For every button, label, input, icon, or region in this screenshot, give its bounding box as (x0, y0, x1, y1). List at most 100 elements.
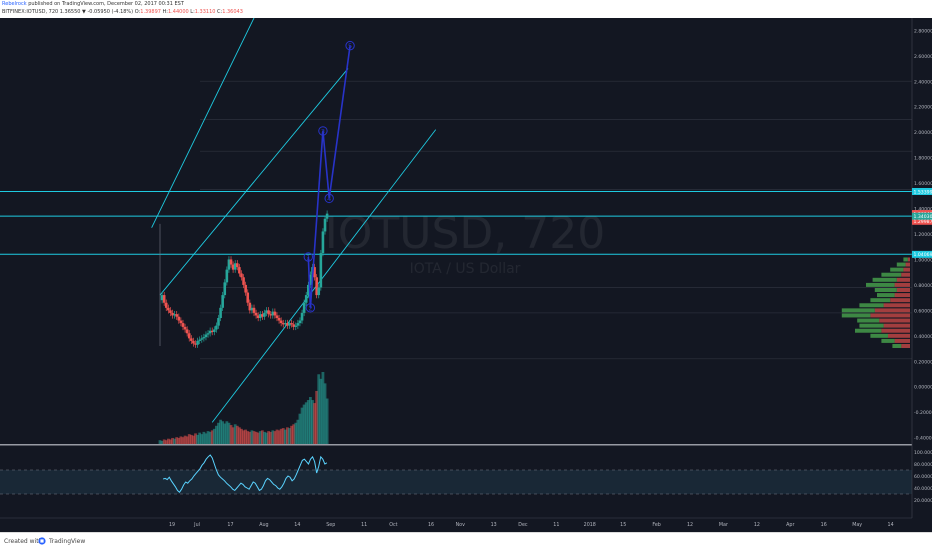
price-tick-label: 2.00000 (914, 130, 932, 136)
candle-body (290, 323, 293, 324)
low-value: 1.33110 (195, 9, 216, 15)
profile-sell-bar (895, 293, 910, 297)
candle-body (263, 313, 266, 317)
symbol-line: BITFINEX:IOTUSD, 720 1.36550 ▼ -0.05950 … (2, 9, 243, 15)
time-tick-label: 13 (491, 522, 497, 528)
profile-sell-bar (895, 283, 910, 287)
candle-body (215, 326, 218, 330)
candle-body (186, 329, 189, 333)
footer: Created with TradingView (0, 532, 932, 551)
candle-body (305, 295, 308, 303)
candle-body (219, 308, 222, 318)
candle-body (299, 321, 302, 324)
price-tick-label: 2.80000 (914, 28, 932, 34)
candle-body (205, 335, 208, 338)
profile-sell-bar (875, 308, 910, 312)
candle-body (242, 277, 245, 285)
candle-body (169, 310, 172, 313)
time-tick-label: Mar (719, 522, 728, 528)
candle-body (322, 231, 325, 253)
profile-sell-bar (901, 273, 910, 277)
price-layer (160, 210, 328, 347)
channel-line (152, 18, 273, 228)
profile-buy-bar (870, 298, 890, 302)
candle-body (182, 323, 185, 327)
profile-buy-bar (892, 344, 901, 348)
candle-body (192, 341, 195, 344)
time-tick-label: Oct (389, 522, 397, 528)
time-tick-label: 15 (620, 522, 626, 528)
author-name[interactable]: Rebelrock (2, 1, 27, 7)
candle-body (184, 327, 187, 330)
candle-body (190, 338, 193, 341)
profile-buy-bar (842, 313, 871, 317)
created-with-text: Created with (4, 538, 42, 545)
brand-text[interactable]: TradingView (49, 538, 85, 545)
wave-label-text: 5 (348, 42, 352, 50)
candle-body (253, 308, 256, 313)
profile-buy-bar (877, 293, 895, 297)
profile-buy-bar (881, 273, 901, 277)
profile-sell-bar (901, 344, 910, 348)
time-tick-label: 11 (361, 522, 367, 528)
candle-body (165, 303, 168, 308)
pane-separator (0, 444, 912, 446)
time-tick-label: Aug (259, 522, 268, 528)
rsi-band (0, 470, 912, 494)
volume-bar (326, 399, 329, 444)
profile-buy-bar (859, 324, 883, 328)
candle-body (276, 315, 279, 318)
profile-buy-bar (903, 257, 907, 261)
published-text: published on TradingView.com, December 0… (28, 1, 184, 7)
time-tick-label: 12 (687, 522, 693, 528)
close-value: 1.36043 (222, 9, 243, 15)
candle-body (280, 321, 283, 324)
candle-body (223, 282, 226, 295)
profile-sell-bar (906, 263, 910, 267)
time-tick-label: Jul (193, 522, 200, 528)
profile-sell-bar (888, 334, 910, 338)
wave-label-text: 4 (327, 195, 331, 203)
candle-body (236, 263, 239, 267)
price-label-text: 1.53399 (914, 189, 932, 195)
price-tick-label: 0.80000 (914, 283, 932, 289)
profile-buy-bar (866, 283, 895, 287)
candle-body (246, 293, 249, 303)
price-tick-label: 1.00000 (914, 257, 932, 263)
candle-body (226, 270, 229, 283)
price-tick-label: 2.20000 (914, 105, 932, 111)
candle-body (274, 312, 277, 316)
time-tick-label: 14 (888, 522, 894, 528)
tradingview-logo-icon (38, 537, 46, 545)
profile-buy-bar (859, 303, 883, 307)
candle-body (175, 314, 178, 317)
candle-body (301, 313, 304, 321)
profile-sell-bar (903, 268, 910, 272)
time-tick-label: 14 (294, 522, 300, 528)
rsi-axis-label: 40.0000 (914, 486, 932, 492)
candle-body (167, 308, 170, 311)
candle-body (163, 295, 166, 303)
price-tick-label: 2.60000 (914, 54, 932, 60)
price-label-text: 1.34030 (914, 214, 932, 220)
wave-label-text: 3 (321, 127, 325, 135)
wave-label-text: 1 (306, 253, 310, 261)
candle-body (294, 326, 297, 327)
candle-body (196, 341, 199, 345)
profile-sell-bar (897, 278, 910, 282)
profile-sell-bar (890, 298, 910, 302)
profile-sell-bar (870, 313, 910, 317)
high-value: 1.44000 (168, 9, 189, 15)
profile-buy-bar (890, 268, 903, 272)
profile-sell-bar (884, 303, 910, 307)
candle-body (230, 259, 233, 264)
price-tick-label: 0.60000 (914, 308, 932, 314)
profile-buy-bar (875, 288, 897, 292)
author-line: Rebelrock published on TradingView.com, … (2, 1, 184, 7)
candle-body (188, 333, 191, 338)
price-axis[interactable]: 2.800002.600002.400002.200002.000001.800… (912, 18, 932, 518)
symbol-info: BITFINEX:IOTUSD, 720 1.36550 ▼ -0.05950 … (2, 9, 140, 15)
